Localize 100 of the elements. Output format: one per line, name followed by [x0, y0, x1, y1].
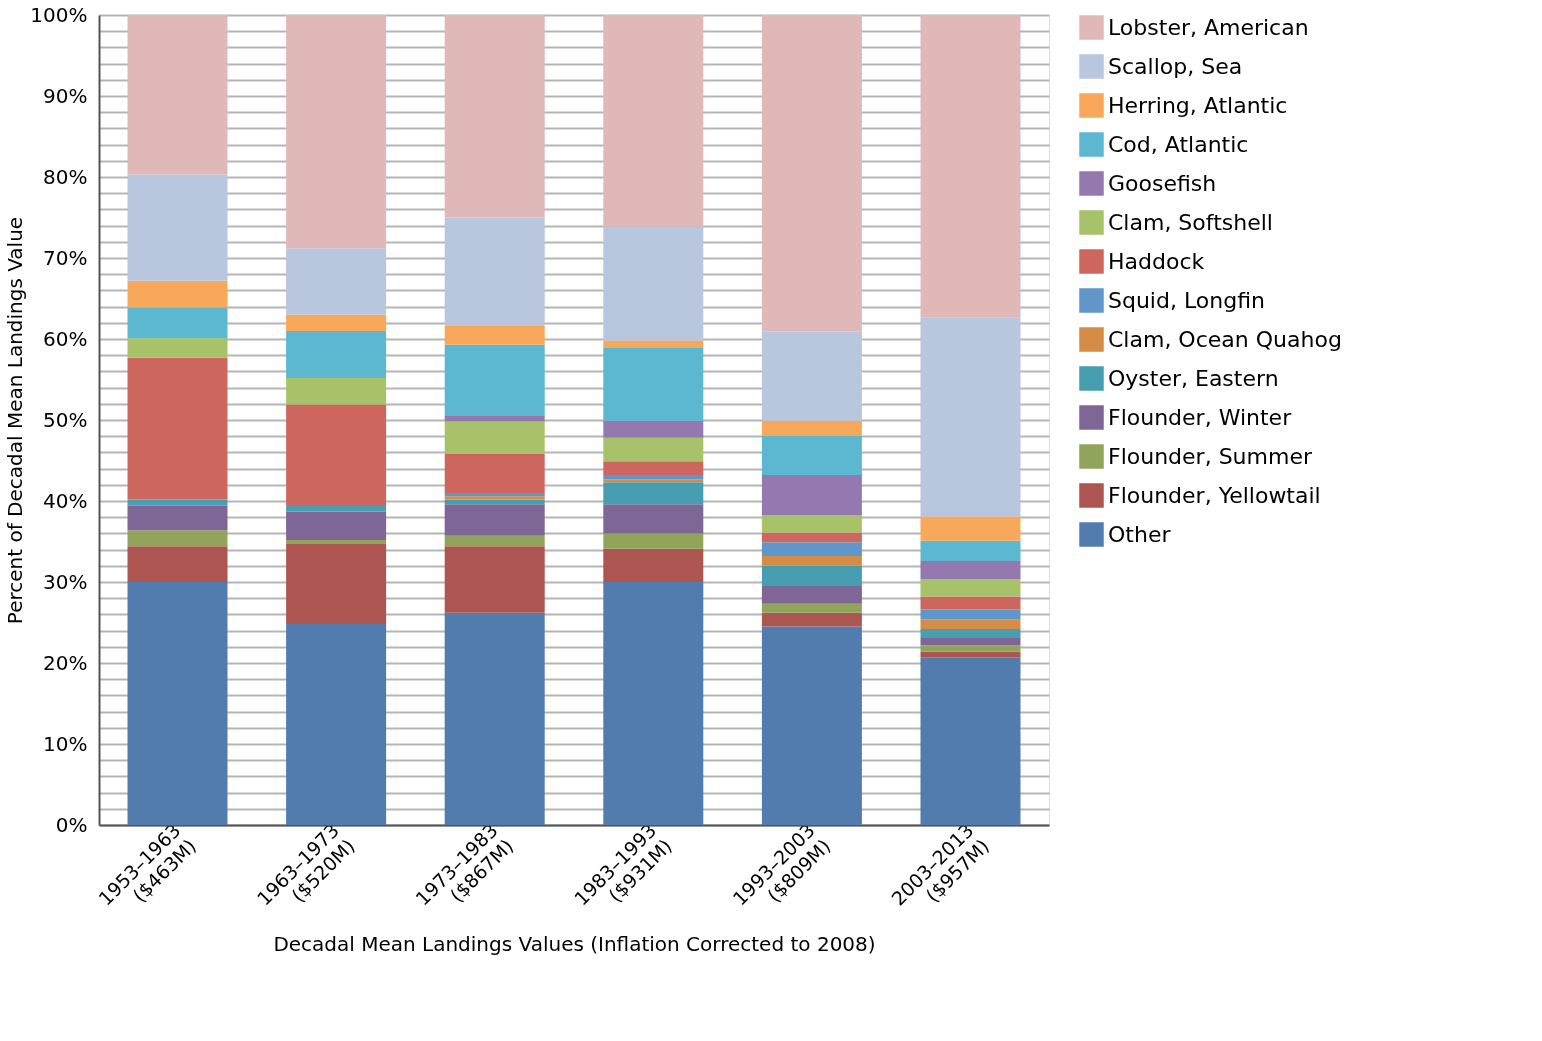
legend-label: Herring, Atlantic: [1108, 92, 1288, 118]
bar: [603, 420, 704, 438]
bar: [761, 515, 862, 533]
bar: [920, 15, 1021, 318]
bar: [920, 516, 1021, 541]
bar: [286, 404, 387, 506]
y-tick-label: 10%: [43, 731, 88, 756]
bar: [444, 415, 545, 422]
legend-label: Haddock: [1108, 248, 1205, 274]
x-axis-title: Decadal Mean Landings Values (Inflation Corrected to 2008): [273, 932, 876, 957]
y-tick-label: 60%: [43, 326, 88, 351]
y-tick-label: 80%: [43, 164, 88, 189]
bar: [127, 546, 228, 582]
bar: [603, 226, 704, 341]
y-tick-label: 100%: [30, 2, 88, 27]
legend-label: Goosefish: [1108, 170, 1217, 196]
bar: [761, 626, 862, 825]
bar: [603, 437, 704, 462]
bar: [286, 624, 387, 825]
y-axis-title: Percent of Decadal Mean Landings Value: [3, 216, 28, 625]
y-tick-label: 50%: [43, 407, 88, 432]
bar: [761, 420, 862, 436]
bar: [286, 248, 387, 315]
legend-label: Clam, Ocean Quahog: [1108, 326, 1342, 352]
y-tick-label: 30%: [43, 569, 88, 594]
legend-label: Squid, Longfin: [1108, 287, 1265, 313]
y-tick-label: 20%: [43, 650, 88, 675]
bar: [920, 619, 1021, 629]
bar: [761, 331, 862, 421]
bar: [920, 560, 1021, 580]
bar: [444, 421, 545, 455]
bar: [761, 475, 862, 516]
y-tick-label: 40%: [43, 488, 88, 513]
bar: [761, 612, 862, 627]
bar: [920, 540, 1021, 561]
bar: [444, 454, 545, 493]
bar: [761, 565, 862, 587]
bar: [127, 174, 228, 281]
legend-label: Other: [1108, 521, 1172, 547]
bar: [127, 307, 228, 339]
bar: [603, 548, 704, 582]
bar: [920, 596, 1021, 610]
bar: [127, 530, 228, 547]
bar: [603, 340, 704, 348]
bar: [444, 492, 545, 497]
bar: [286, 330, 387, 378]
legend-label: Flounder, Winter: [1108, 404, 1293, 430]
bar: [127, 357, 228, 500]
bar: [761, 435, 862, 476]
bar: [603, 347, 704, 421]
bar: [761, 603, 862, 613]
bar: [603, 533, 704, 549]
bar: [603, 504, 704, 534]
bar: [286, 377, 387, 405]
bar: [127, 15, 228, 175]
bar: [286, 539, 387, 544]
y-tick-label: 90%: [43, 83, 88, 108]
bar: [286, 505, 387, 512]
legend-label: Flounder, Summer: [1108, 443, 1313, 469]
legend-label: Cod, Atlantic: [1108, 131, 1249, 157]
bar: [920, 637, 1021, 646]
bar: [444, 499, 545, 505]
bar: [286, 15, 387, 249]
bar: [444, 546, 545, 613]
bar: [444, 496, 545, 500]
bar: [444, 612, 545, 825]
legend-label: Flounder, Yellowtail: [1108, 482, 1321, 508]
bar: [761, 15, 862, 332]
bar: [127, 582, 228, 825]
bar: [444, 325, 545, 345]
legend-label: Lobster, American: [1108, 14, 1309, 40]
bar: [603, 482, 704, 505]
y-tick-label: 0%: [55, 812, 88, 837]
bar: [286, 314, 387, 331]
bar: [127, 505, 228, 531]
bar: [920, 579, 1021, 597]
bar: [444, 217, 545, 326]
bar: [127, 280, 228, 308]
bar: [603, 461, 704, 476]
bar: [761, 532, 862, 543]
legend-label: Clam, Softshell: [1108, 209, 1273, 235]
bar: [603, 582, 704, 825]
bar: [286, 511, 387, 540]
bar: [127, 499, 228, 506]
bar: [761, 542, 862, 557]
y-tick-label: 70%: [43, 245, 88, 270]
legend-label: Oyster, Eastern: [1108, 365, 1279, 391]
bar: [920, 317, 1021, 517]
bar: [761, 586, 862, 604]
bar: [603, 479, 704, 483]
bar: [920, 645, 1021, 652]
bar: [920, 657, 1021, 825]
bar: [603, 15, 704, 227]
bar: [761, 556, 862, 566]
bar: [127, 338, 228, 358]
bar: [603, 475, 704, 480]
bar: [444, 504, 545, 536]
bar: [444, 15, 545, 218]
bar: [444, 344, 545, 416]
bar: [920, 609, 1021, 620]
